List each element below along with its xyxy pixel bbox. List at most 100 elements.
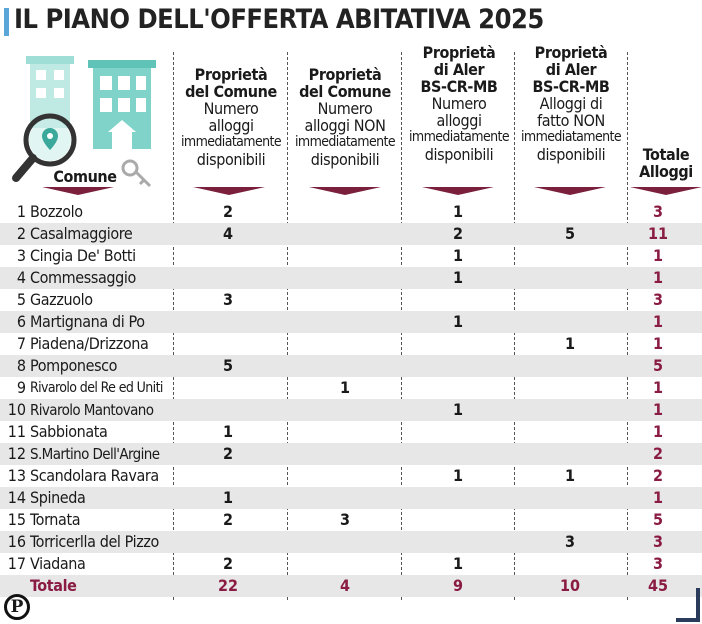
cell-c3: 2: [452, 224, 463, 243]
cell-total: 3: [652, 554, 663, 573]
municipality-name: Bozzolo: [30, 202, 83, 221]
row-number: 14: [7, 488, 26, 507]
row-number: 10: [7, 400, 26, 419]
row-number: 5: [16, 290, 26, 309]
totals-row: Totale 22 4 9 10 45: [0, 575, 702, 597]
cell-c4: 5: [564, 224, 575, 243]
column-header-comune-non-disponibili: Proprietà del Comune Numero alloggi NON …: [295, 65, 396, 169]
column-header-aler-disponibili: Proprietà di Aler BS-CR-MB Numero allogg…: [409, 43, 510, 164]
header-arrow-c1: [193, 187, 265, 195]
cell-c1: 2: [222, 510, 233, 529]
cell-c1: 1: [222, 488, 233, 507]
table-row: 14 Spineda 1 1: [0, 487, 702, 509]
row-number: 6: [16, 312, 26, 331]
cell-total: 3: [652, 290, 663, 309]
cell-total: 5: [652, 356, 663, 375]
table-row: 3 Cingia De' Botti 1 1: [0, 245, 702, 267]
magnifier-location-icon: [12, 113, 77, 182]
cell-c2: 3: [339, 510, 350, 529]
municipality-name: Rivarolo Mantovano: [30, 401, 154, 419]
municipality-name: Spineda: [30, 488, 86, 507]
row-number: 16: [7, 532, 26, 551]
column-header-aler-non-disponibili: Proprietà di Aler BS-CR-MB Alloggi di fa…: [521, 43, 622, 164]
building-front-icon: [88, 60, 156, 151]
housing-illustration: [12, 56, 156, 188]
cell-c4: 1: [564, 466, 575, 485]
cell-total: 11: [647, 224, 669, 243]
municipality-name: Rivarolo del Re ed Uniti: [30, 380, 163, 396]
total-c2: 4: [339, 576, 350, 595]
municipality-name: Scandolara Ravara: [30, 466, 159, 485]
table-row: 10 Rivarolo Mantovano 1 1: [0, 399, 702, 421]
cell-c3: 1: [452, 246, 463, 265]
table-row: 5 Gazzuolo 3 3: [0, 289, 702, 311]
cell-total: 1: [652, 488, 663, 507]
municipality-name: S.Martino Dell'Argine: [30, 445, 160, 463]
key-icon: [121, 159, 152, 188]
cell-total: 1: [652, 334, 663, 353]
table-row: 17 Viadana 2 1 3: [0, 553, 702, 575]
header-arrow-totale: [630, 187, 702, 195]
cell-total: 1: [652, 268, 663, 287]
cell-total: 1: [652, 400, 663, 419]
cell-total: 2: [652, 466, 663, 485]
column-header-comune-disponibili: Proprietà del Comune Numero alloggi imme…: [181, 65, 282, 169]
table-row: 15 Tornata 2 3 5: [0, 509, 702, 531]
municipality-name: Torricerlla del Pizzo: [30, 532, 159, 551]
cell-c1: 3: [222, 290, 233, 309]
total-c4: 10: [559, 576, 581, 595]
total-c1: 22: [217, 576, 239, 595]
municipality-name: Piadena/Drizzona: [30, 334, 149, 353]
row-number: 9: [16, 378, 26, 397]
cell-total: 3: [652, 532, 663, 551]
row-number: 13: [7, 466, 26, 485]
page-title: IL PIANO DELL'OFFERTA ABITATIVA 2025: [14, 4, 544, 35]
municipality-name: Viadana: [30, 554, 86, 573]
cell-total: 3: [652, 202, 663, 221]
totals-label: Totale: [30, 576, 77, 595]
municipality-name: Pomponesco: [30, 356, 118, 375]
table-row: 1 Bozzolo 2 1 3: [0, 201, 702, 223]
cell-total: 1: [652, 378, 663, 397]
table-row: 7 Piadena/Drizzona 1 1: [0, 333, 702, 355]
cell-c1: 5: [222, 356, 233, 375]
cell-c3: 1: [452, 400, 463, 419]
cell-total: 5: [652, 510, 663, 529]
row-number: 3: [16, 246, 26, 265]
cell-c1: 4: [222, 224, 233, 243]
table-row: 8 Pomponesco 5 5: [0, 355, 702, 377]
municipality-name: Commessaggio: [30, 268, 136, 287]
cell-c4: 3: [564, 532, 575, 551]
column-header-totale: Totale Alloggi: [639, 145, 693, 181]
table-row: 2 Casalmaggiore 4 2 5 11: [0, 223, 702, 245]
cell-c3: 1: [452, 268, 463, 287]
cell-c1: 2: [222, 554, 233, 573]
cell-c3: 1: [452, 312, 463, 331]
table-row: 9 Rivarolo del Re ed Uniti 1 1: [0, 377, 702, 399]
cell-c4: 1: [564, 334, 575, 353]
row-number: 11: [7, 422, 26, 441]
header-arrow-comune: [42, 187, 114, 195]
row-number: 2: [16, 224, 26, 243]
header-arrow-c3: [422, 187, 494, 195]
row-number: 4: [16, 268, 26, 287]
row-number: 7: [16, 334, 26, 353]
table-row: 4 Commessaggio 1 1: [0, 267, 702, 289]
cell-c1: 1: [222, 422, 233, 441]
cell-total: 1: [652, 246, 663, 265]
table-row: 16 Torricerlla del Pizzo 3 3: [0, 531, 702, 553]
row-number: 17: [7, 554, 26, 573]
publisher-logo-icon: P: [4, 594, 30, 620]
cell-c3: 1: [452, 202, 463, 221]
header-arrow-c4: [534, 187, 606, 195]
table-row: 13 Scandolara Ravara 1 1 2: [0, 465, 702, 487]
cell-total: 1: [652, 312, 663, 331]
row-number: 15: [7, 510, 26, 529]
municipality-name: Tornata: [30, 510, 81, 529]
cell-total: 2: [652, 444, 663, 463]
cell-c1: 2: [222, 444, 233, 463]
cell-total: 1: [652, 422, 663, 441]
cell-c1: 2: [222, 202, 233, 221]
header-arrow-c2: [309, 187, 381, 195]
row-number: 12: [7, 444, 26, 463]
